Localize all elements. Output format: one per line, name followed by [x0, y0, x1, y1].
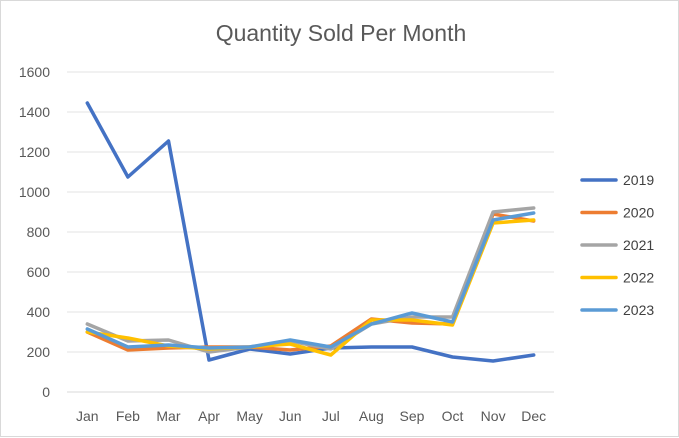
x-axis: Jan Feb Mar Apr May Jun Jul Aug Sep Oct Nov Dec — [76, 408, 546, 424]
x-tick-label: Apr — [198, 408, 220, 424]
y-tick-label: 800 — [27, 224, 51, 240]
legend-label: 2023 — [623, 302, 654, 318]
x-tick-label: Oct — [442, 408, 464, 424]
y-tick-label: 1600 — [19, 64, 50, 80]
x-tick-label: Jul — [322, 408, 340, 424]
y-tick-label: 400 — [27, 304, 51, 320]
series-line-2023 — [85, 211, 536, 350]
legend-label: 2020 — [623, 205, 654, 221]
legend-label: 2019 — [623, 172, 654, 188]
chart-title: Quantity Sold Per Month — [216, 20, 467, 46]
y-tick-label: 1400 — [19, 104, 50, 120]
legend-label: 2022 — [623, 270, 654, 286]
gridlines — [67, 71, 554, 393]
series-line-2021 — [85, 206, 536, 354]
x-tick-label: Feb — [116, 408, 140, 424]
legend-label: 2021 — [623, 237, 654, 253]
legend: 2019 2020 2021 2022 2023 — [580, 172, 654, 318]
x-tick-label: Sep — [399, 408, 424, 424]
x-tick-label: Dec — [521, 408, 546, 424]
y-axis: 0 200 400 600 800 1000 1200 1400 1600 — [19, 64, 50, 400]
y-tick-label: 1200 — [19, 144, 50, 160]
y-tick-label: 600 — [27, 264, 51, 280]
y-tick-label: 0 — [42, 384, 50, 400]
x-tick-label: Aug — [359, 408, 384, 424]
x-tick-label: Jun — [279, 408, 302, 424]
y-tick-label: 1000 — [19, 184, 50, 200]
x-tick-label: Nov — [481, 408, 506, 424]
x-tick-label: Mar — [156, 408, 180, 424]
series-lines — [85, 101, 536, 363]
y-tick-label: 200 — [27, 344, 51, 360]
x-tick-label: Jan — [76, 408, 99, 424]
x-tick-label: May — [236, 408, 262, 424]
